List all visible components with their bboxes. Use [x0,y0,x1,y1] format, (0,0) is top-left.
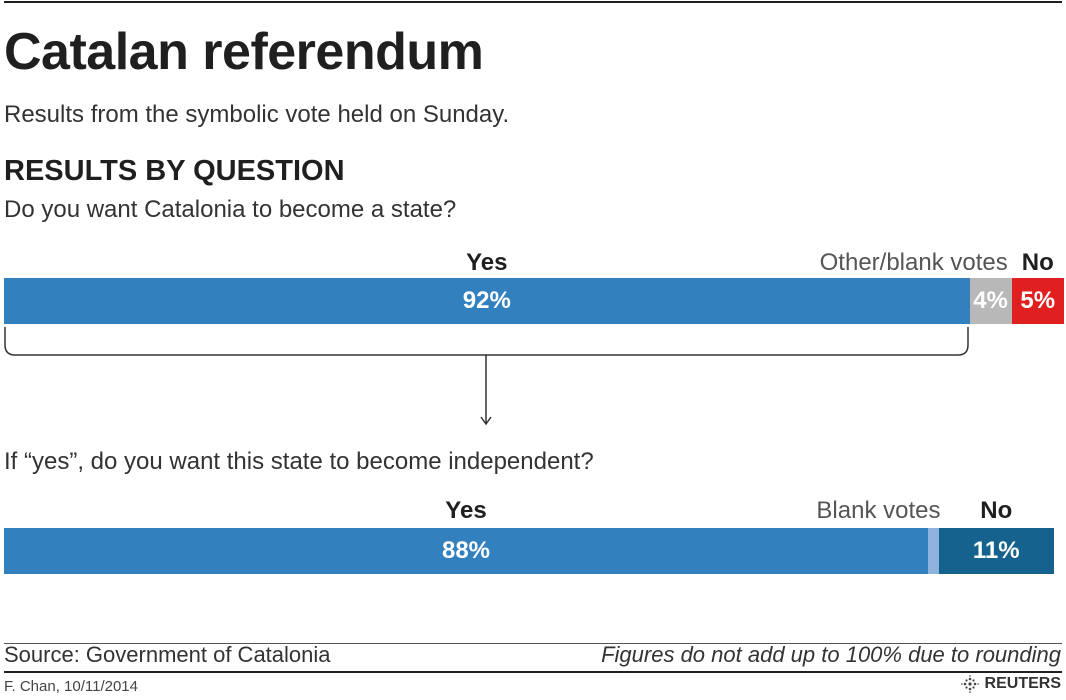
question-2-stacked-bar: 88% 11% [4,528,1054,574]
bottom-rule [4,671,1062,673]
bar-segment-other-blank-votes [969,278,1012,324]
bar-segment-blank-votes [928,528,939,574]
category-label-no: No [980,497,1013,524]
bar-segment-yes [4,528,928,574]
bar-segment-yes [4,278,970,324]
question-1-text: Do you want Catalonia to become a state? [4,196,457,223]
brand-name: REUTERS [984,675,1061,692]
category-label-yes: Yes [466,249,508,276]
value-label-no: 11% [972,537,1020,564]
value-label-no: 5% [1020,287,1056,314]
category-label-blank-votes: Blank votes [816,497,941,524]
value-label-yes: 92% [462,287,511,314]
value-label-other: 4% [973,287,1008,314]
value-label-yes: 88% [441,537,491,564]
section-heading: RESULTS BY QUESTION [4,155,345,187]
rounding-note: Figures do not add up to 100% due to rou… [601,642,1061,667]
reuters-dots-icon [960,675,979,693]
chart-title: Catalan referendum [4,23,484,81]
category-label-no: No [1021,249,1054,276]
source-text: Source: Government of Catalonia [4,642,331,667]
brand-logo: REUTERS [960,675,1061,693]
footer-rule [4,643,1062,644]
credit-text: F. Chan, 10/11/2014 [4,678,138,695]
bracket-arrow-graphic [4,327,969,426]
bar-segment-no [938,528,1054,574]
question-1-stacked-bar: 92% 4% 5% [4,278,1064,324]
question-2-text: If “yes”, do you want this state to beco… [4,448,594,475]
category-label-other-blank-votes: Other/blank votes [819,249,1008,276]
yes-bracket [4,327,969,356]
bar-segment-no [1011,278,1064,324]
category-label-yes: Yes [445,497,487,524]
top-rule [4,1,1062,3]
arrow-down-icon [480,416,492,426]
chart-subtitle: Results from the symbolic vote held on S… [4,101,510,128]
